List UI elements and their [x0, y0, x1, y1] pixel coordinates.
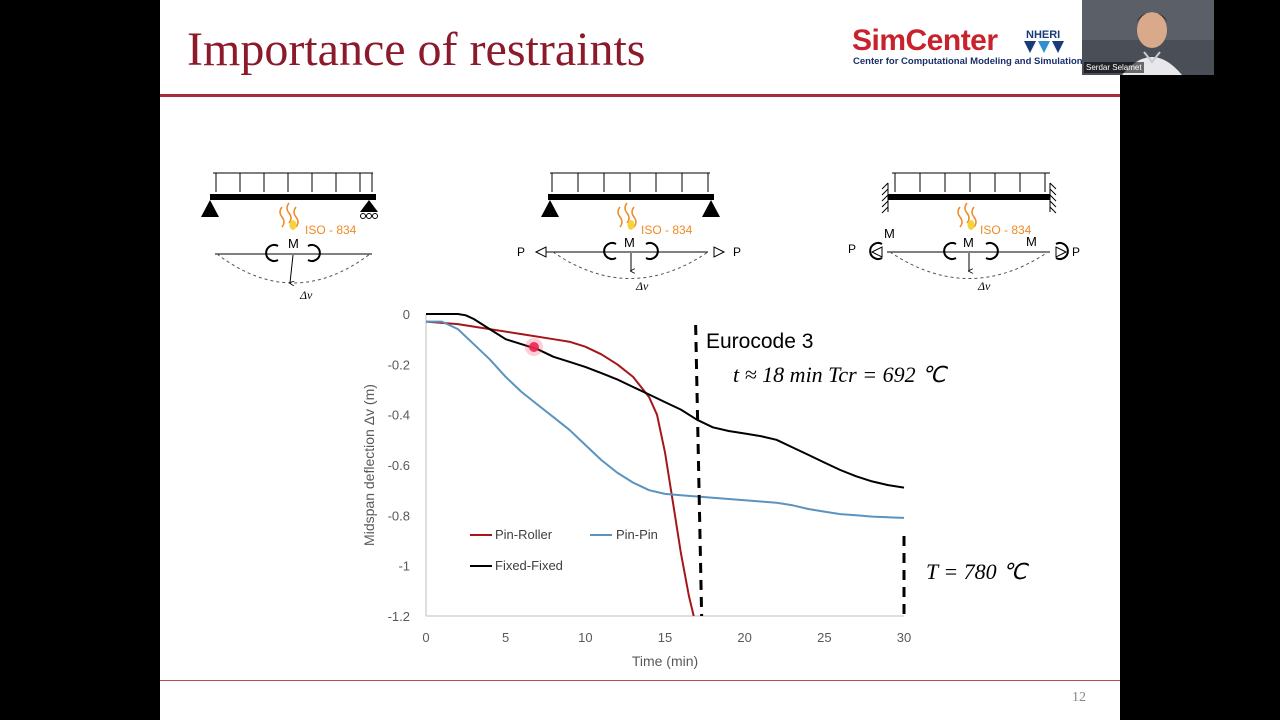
webcam-feed: Serdar Selamet — [1082, 0, 1214, 75]
beam-diagrams: ISO - 834 M Δv ISO - 834 — [201, 172, 1080, 300]
x-tick-label: 20 — [737, 630, 751, 645]
series-lines — [425, 313, 905, 617]
fire-label: ISO - 834 — [305, 223, 357, 237]
x-tick-label: 10 — [578, 630, 592, 645]
fixed-support-left-icon — [881, 182, 889, 214]
pointer-highlight — [529, 342, 539, 352]
y-tick-label: -1 — [398, 559, 410, 574]
fire-label: ISO - 834 — [980, 223, 1032, 237]
slide-number: 12 — [1072, 690, 1086, 705]
y-axis-label: Midspan deflection Δv (m) — [361, 384, 377, 546]
series-line-fixed-fixed — [426, 313, 905, 489]
y-tick-label: -0.8 — [388, 508, 410, 523]
axial-arrow-right-icon — [713, 246, 726, 258]
roller-support-icon — [360, 200, 378, 212]
reference-line-eurocode — [694, 324, 704, 617]
moment-arrow-left-icon — [265, 244, 279, 262]
axial-arrow-right-icon — [1055, 246, 1068, 258]
moment-label: M — [624, 235, 635, 250]
logo-subtitle: Center for Computational Modeling and Si… — [853, 56, 1083, 67]
axial-label-left: P — [517, 245, 525, 259]
deflection-chart: 0 5 10 15 20 25 30 0 -0.2 -0.4 -0.6 -0.8 -1 -1.2 Tim… — [361, 307, 1029, 669]
y-tick-label: 0 — [403, 307, 410, 322]
axial-label-right: P — [1072, 245, 1080, 259]
axial-label-right: P — [733, 245, 741, 259]
participant-name: Serdar Selamet — [1084, 62, 1144, 73]
series-line-pin-roller — [425, 320, 695, 617]
end-moment-label-right: M — [1026, 234, 1037, 249]
deflection-label: Δv — [299, 288, 313, 300]
fire-label: ISO - 834 — [641, 223, 693, 237]
end-moment-label-left: M — [884, 226, 895, 241]
legend: Pin-Roller Pin-Pin Fixed-Fixed — [470, 527, 658, 573]
y-tick-label: -0.2 — [388, 357, 410, 372]
temperature-equation: T = 780 ℃ — [926, 559, 1029, 584]
diagram-fixed-fixed: ISO - 834 P P M M M Δv — [848, 172, 1080, 293]
footer-divider — [160, 680, 1120, 681]
fire-icon — [957, 202, 977, 230]
pin-support-icon — [541, 200, 559, 217]
y-tick-label: -0.6 — [388, 458, 410, 473]
moment-arrow-right-icon — [307, 244, 321, 262]
axial-arrow-left-icon — [870, 246, 883, 258]
simcenter-logo: SimCenter NHERI Center for Computational… — [852, 24, 1083, 74]
x-tick-label: 15 — [658, 630, 672, 645]
logo-main-text: SimCenter — [852, 24, 998, 57]
x-tick-label: 0 — [422, 630, 429, 645]
slide: Importance of restraints SimCenter NHERI… — [160, 0, 1120, 720]
logo-badge-text: NHERI — [1026, 29, 1061, 41]
diagram-pin-pin: ISO - 834 P P M Δv — [517, 172, 741, 293]
distributed-load-arrows — [215, 173, 373, 192]
axial-label-left: P — [848, 242, 856, 256]
series-line-pin-pin — [426, 320, 905, 519]
legend-item-pin-pin: Pin-Pin — [616, 527, 658, 542]
moment-arrow-left-icon — [603, 242, 617, 260]
eurocode-label: Eurocode 3 — [706, 330, 813, 353]
fixed-support-right-icon — [1049, 182, 1057, 214]
pin-support-icon — [702, 200, 720, 217]
fire-icon — [279, 202, 299, 230]
pin-support-icon — [201, 200, 219, 217]
y-tick-labels: 0 -0.2 -0.4 -0.6 -0.8 -1 -1.2 — [388, 307, 410, 624]
legend-item-pin-roller: Pin-Roller — [495, 527, 553, 542]
x-axis-label: Time (min) — [632, 653, 698, 669]
slide-title: Importance of restraints — [187, 23, 646, 76]
eurocode-equation: t ≈ 18 min Tcr = 692 ℃ — [733, 362, 948, 387]
plot-area: 0 5 10 15 20 25 30 0 -0.2 -0.4 -0.6 -0.8 -1 -1.2 — [388, 307, 912, 645]
moment-label: M — [288, 236, 299, 251]
x-tick-label: 30 — [897, 630, 911, 645]
x-tick-labels: 0 5 10 15 20 25 30 — [422, 630, 911, 645]
reference-lines — [694, 324, 906, 617]
y-tick-label: -0.4 — [388, 408, 410, 423]
moment-arrow-right-icon — [645, 242, 659, 260]
logo-triangles-icon — [1024, 41, 1064, 53]
x-tick-label: 25 — [817, 630, 831, 645]
y-tick-label: -1.2 — [388, 609, 410, 624]
moment-label: M — [963, 235, 974, 250]
x-tick-label: 5 — [502, 630, 509, 645]
legend-item-fixed-fixed: Fixed-Fixed — [495, 558, 563, 573]
deflection-label: Δv — [977, 279, 991, 293]
fire-icon — [617, 202, 637, 230]
deflection-label: Δv — [635, 279, 649, 293]
title-divider — [160, 94, 1120, 97]
diagram-pin-roller: ISO - 834 M Δv — [201, 172, 378, 300]
